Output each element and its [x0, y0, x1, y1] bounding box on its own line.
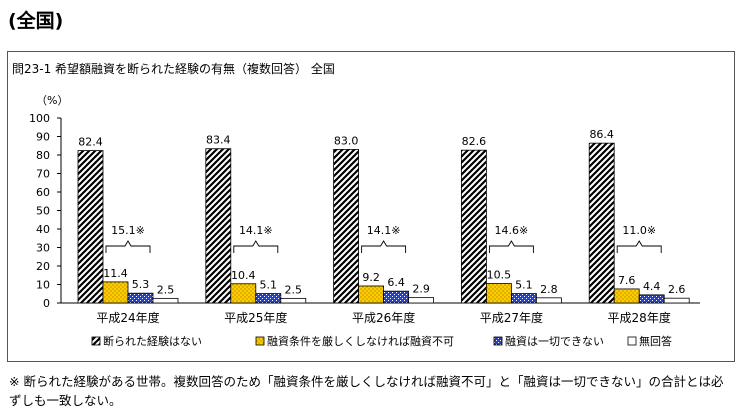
data-label: 2.5 [285, 283, 303, 296]
legend-label: 断られた経験はない [103, 334, 202, 348]
y-axis-unit-label: （%） [36, 94, 68, 107]
bar-4 [536, 297, 562, 304]
bar-3 [383, 290, 410, 304]
bar-2 [613, 288, 640, 304]
data-label: 6.4 [387, 276, 405, 289]
annotation-bracket [616, 240, 662, 253]
legend-swatch [493, 336, 503, 346]
bar-4 [152, 297, 179, 304]
data-label: 11.4 [103, 267, 128, 280]
data-label: 4.4 [643, 280, 661, 293]
data-label: 5.1 [515, 279, 533, 292]
y-tick-label: 40 [36, 223, 50, 236]
data-label: 2.8 [540, 283, 558, 296]
data-label: 7.6 [618, 274, 636, 287]
annotation-bracket [488, 240, 534, 253]
category-label: 平成24年度 [96, 310, 159, 325]
data-label: 9.2 [362, 271, 380, 284]
bar-3 [127, 292, 154, 304]
y-tick-label: 70 [36, 168, 50, 181]
bar-4 [663, 297, 690, 304]
data-label: 2.9 [412, 283, 430, 296]
data-label: 5.3 [132, 278, 150, 291]
y-tick-label: 90 [36, 131, 50, 144]
category-label: 平成28年度 [608, 310, 671, 325]
y-tick-label: 20 [36, 260, 50, 273]
annotation-label: 14.1※ [367, 224, 401, 237]
page-heading: (全国) [8, 10, 64, 32]
bar-4 [280, 297, 307, 304]
legend-swatch [627, 336, 637, 346]
category-label: 平成26年度 [352, 310, 415, 325]
y-tick-label: 10 [36, 279, 50, 292]
annotation-bracket [233, 240, 279, 253]
data-label: 83.4 [206, 134, 231, 147]
bar-2 [230, 283, 257, 304]
data-label: 82.6 [462, 135, 487, 148]
data-label: 86.4 [589, 128, 614, 141]
data-label: 82.4 [78, 136, 103, 149]
legend-label: 融資は一切できない [505, 335, 604, 348]
bar-3 [510, 293, 537, 304]
y-tick-label: 50 [36, 205, 50, 218]
y-tick-label: 0 [43, 297, 50, 310]
legend-swatch [255, 336, 265, 346]
annotation-label: 14.1※ [239, 224, 273, 237]
bar-3 [255, 293, 282, 304]
bar-1 [588, 142, 615, 304]
chart-title: 問23-1 希望額融資を断られた経験の有無（複数回答） 全国 [12, 62, 335, 76]
legend-swatch [91, 336, 101, 346]
legend-label: 融資条件を厳しくしなければ融資不可 [267, 334, 454, 348]
footnote: ※ 断られた経験がある世帯。複数回答のため「融資条件を厳しくしなければ融資不可」… [9, 374, 724, 408]
annotation-bracket [105, 240, 151, 253]
bar-2 [358, 285, 385, 304]
y-tick-label: 60 [36, 186, 50, 199]
category-label: 平成27年度 [480, 310, 543, 325]
data-label: 5.1 [260, 279, 278, 292]
y-tick-label: 100 [29, 112, 50, 125]
data-label: 2.5 [157, 283, 175, 296]
data-label: 2.6 [668, 283, 686, 296]
bar-2 [102, 281, 129, 304]
y-tick-label: 80 [36, 149, 50, 162]
bar-4 [408, 297, 435, 304]
bar-3 [638, 294, 665, 304]
data-label: 10.4 [231, 269, 256, 282]
bar-2 [485, 283, 512, 304]
bar-1 [333, 149, 360, 304]
annotation-label: 15.1※ [111, 224, 145, 237]
category-label: 平成25年度 [224, 310, 287, 325]
legend-label: 無回答 [639, 334, 672, 348]
data-label: 83.0 [334, 134, 359, 147]
annotation-bracket [361, 240, 407, 253]
data-label: 10.5 [487, 269, 512, 282]
annotation-label: 14.6※ [495, 224, 529, 237]
annotation-label: 11.0※ [622, 224, 656, 237]
chart-frame [7, 51, 735, 362]
y-tick-label: 30 [36, 242, 50, 255]
bar-1 [77, 150, 104, 304]
bar-1 [460, 149, 487, 304]
bar-1 [205, 148, 232, 304]
